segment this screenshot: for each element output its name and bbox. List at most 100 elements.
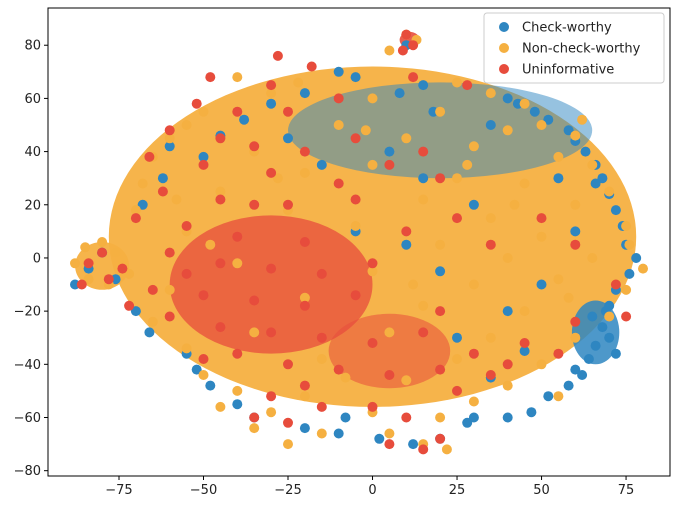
- data-point: [124, 300, 135, 311]
- data-point: [181, 268, 192, 279]
- data-point: [468, 412, 479, 423]
- data-point: [485, 213, 496, 224]
- data-point: [502, 125, 513, 136]
- data-point: [597, 322, 608, 333]
- data-point: [316, 401, 327, 412]
- data-point: [283, 133, 293, 144]
- data-point: [130, 213, 141, 224]
- data-point: [401, 375, 412, 386]
- data-point: [418, 194, 429, 205]
- data-point: [408, 72, 419, 83]
- y-tick-label: 40: [24, 145, 41, 160]
- data-point: [299, 300, 310, 311]
- data-point: [316, 268, 327, 279]
- data-point: [384, 439, 395, 450]
- data-point: [638, 263, 648, 274]
- data-point: [590, 340, 601, 351]
- data-point: [519, 306, 530, 317]
- data-point: [181, 221, 192, 231]
- data-point: [306, 61, 317, 72]
- data-point: [283, 439, 293, 450]
- data-point: [350, 290, 361, 301]
- data-point: [610, 348, 621, 359]
- cloud-blob: [169, 215, 373, 354]
- data-point: [529, 106, 540, 117]
- data-point: [266, 407, 277, 418]
- data-point: [164, 284, 175, 295]
- data-point: [563, 292, 574, 303]
- data-point: [502, 412, 513, 423]
- data-point: [553, 348, 564, 359]
- data-point: [215, 194, 226, 205]
- data-point: [570, 316, 581, 327]
- data-point: [604, 332, 615, 343]
- cloud-blob: [288, 82, 593, 179]
- y-tick-label: −20: [14, 305, 41, 320]
- data-point: [283, 417, 293, 428]
- data-point: [272, 173, 283, 184]
- data-point: [181, 120, 192, 130]
- data-point: [232, 258, 243, 269]
- data-point: [333, 178, 344, 189]
- data-point: [266, 80, 277, 91]
- data-point: [526, 407, 537, 418]
- x-tick-label: −75: [105, 483, 132, 498]
- data-point: [266, 327, 277, 338]
- data-point: [452, 385, 462, 396]
- data-point: [137, 199, 148, 210]
- data-point: [350, 194, 361, 205]
- y-tick-label: −80: [14, 464, 41, 479]
- data-point: [597, 173, 608, 184]
- data-point: [283, 199, 293, 210]
- data-point: [452, 173, 462, 184]
- data-point: [367, 93, 378, 104]
- data-point: [570, 332, 581, 343]
- y-tick-label: 60: [24, 92, 41, 107]
- data-point: [462, 159, 473, 170]
- data-point: [587, 159, 598, 170]
- data-point: [215, 133, 226, 144]
- y-tick-label: 0: [33, 251, 41, 266]
- data-point: [468, 396, 479, 407]
- data-point: [418, 300, 429, 311]
- data-point: [232, 106, 243, 117]
- data-point: [610, 205, 621, 216]
- data-point: [272, 50, 283, 61]
- data-point: [485, 239, 496, 250]
- data-point: [543, 114, 554, 125]
- data-point: [485, 332, 496, 343]
- data-point: [384, 327, 395, 338]
- data-point: [408, 279, 419, 290]
- data-point: [570, 130, 581, 141]
- data-point: [452, 332, 462, 343]
- data-point: [316, 354, 327, 364]
- data-point: [536, 359, 547, 370]
- data-point: [266, 167, 277, 178]
- data-point: [157, 186, 168, 197]
- data-point: [435, 266, 446, 277]
- data-point: [401, 29, 412, 40]
- data-point: [502, 93, 513, 104]
- data-point: [299, 391, 310, 402]
- data-point: [418, 327, 429, 338]
- data-point: [171, 194, 182, 205]
- data-point: [394, 88, 405, 99]
- data-point: [340, 372, 351, 383]
- data-point: [604, 186, 615, 197]
- data-point: [519, 338, 530, 348]
- data-point: [587, 311, 598, 322]
- data-point: [239, 114, 250, 125]
- data-point: [570, 364, 581, 375]
- data-point: [124, 268, 135, 279]
- data-point: [360, 125, 371, 136]
- data-point: [266, 391, 277, 402]
- data-point: [536, 213, 547, 224]
- data-point: [452, 354, 462, 364]
- data-point: [249, 141, 260, 152]
- data-point: [631, 253, 642, 263]
- data-point: [401, 239, 412, 250]
- data-point: [299, 423, 310, 434]
- data-point: [485, 120, 496, 130]
- data-point: [624, 239, 635, 250]
- data-point: [215, 186, 226, 197]
